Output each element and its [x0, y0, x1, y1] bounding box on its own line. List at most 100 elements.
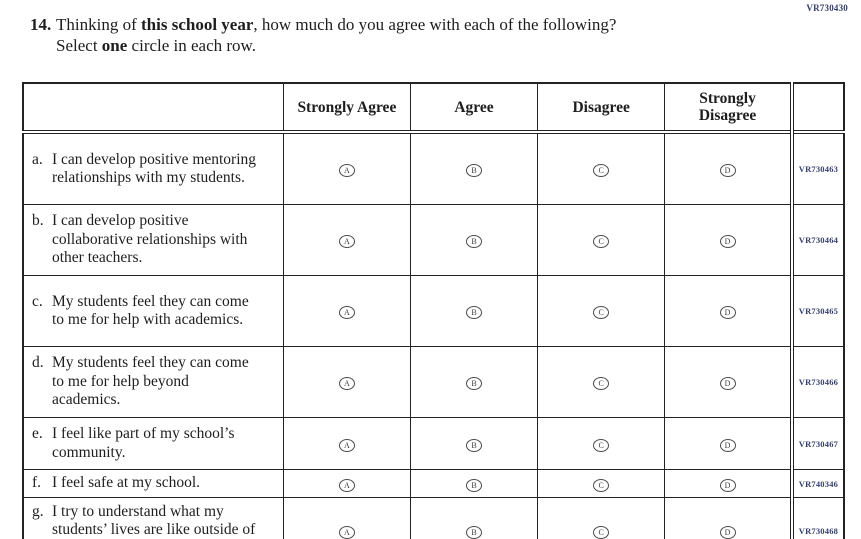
option-cell-agree: B [409, 346, 539, 418]
option-circle-d[interactable]: D [719, 306, 736, 319]
option-cell-disagree: C [537, 497, 666, 539]
option-cell-disagree: C [537, 130, 666, 205]
option-circle-b[interactable]: B [466, 525, 483, 539]
option-circle-a[interactable]: A [338, 438, 355, 452]
code-column-header [789, 82, 845, 133]
question-line-1: Thinking of this school year, how much d… [56, 15, 617, 34]
question-bold-phrase: this school year [141, 15, 254, 34]
column-header-agree: Agree [409, 82, 539, 133]
option-cell-agree: B [409, 469, 539, 498]
table-row-f: f. I feel safe at my school. A B C D VR74… [22, 469, 845, 498]
option-circle-a[interactable]: A [338, 377, 355, 390]
table-row-b: b. I can develop positive collaborative r… [22, 204, 845, 276]
option-circle-d[interactable]: D [719, 235, 736, 248]
row-code: VR730463 [789, 130, 845, 205]
option-circle-d[interactable]: D [719, 377, 736, 390]
option-circle-c[interactable]: C [593, 438, 610, 452]
row-label: d. [32, 354, 44, 372]
option-cell-disagree: C [537, 275, 666, 347]
row-code: VR730465 [789, 275, 845, 347]
option-circle-c[interactable]: C [593, 235, 610, 248]
option-circle-b[interactable]: B [466, 478, 483, 492]
option-cell-agree: B [409, 204, 539, 276]
column-header-strongly-disagree: Strongly Disagree [664, 82, 793, 133]
option-circle-b[interactable]: B [466, 438, 483, 452]
option-circle-d[interactable]: D [719, 525, 736, 539]
column-header-strongly-agree: Strongly Agree [282, 82, 411, 133]
row-statement: I can develop positive collaborative rel… [52, 212, 248, 267]
row-statement: I try to understand what my students’ li… [52, 502, 256, 539]
option-cell-strongly-agree: A [282, 469, 411, 498]
option-circle-b[interactable]: B [466, 164, 483, 177]
form-code: VR730430 [806, 3, 848, 13]
option-cell-strongly-disagree: D [664, 130, 793, 205]
option-cell-strongly-disagree: D [664, 417, 793, 470]
question-number: 14. [30, 15, 52, 34]
option-cell-strongly-agree: A [282, 346, 411, 418]
row-statement: My students feel they can come to me for… [52, 354, 249, 409]
option-circle-c[interactable]: C [593, 525, 610, 539]
table-row-d: d. My students feel they can come to me f… [22, 346, 845, 418]
option-cell-disagree: C [537, 346, 666, 418]
table-row-g: g. I try to understand what my students’ … [22, 497, 845, 539]
option-cell-disagree: C [537, 417, 666, 470]
row-code: VR730467 [789, 417, 845, 470]
option-circle-b[interactable]: B [466, 306, 483, 319]
option-cell-strongly-disagree: D [664, 204, 793, 276]
option-cell-agree: B [409, 417, 539, 470]
question-line-2: Select one circle in each row. [56, 36, 256, 55]
option-circle-d[interactable]: D [719, 164, 736, 177]
option-circle-b[interactable]: B [466, 235, 483, 248]
row-statement: I can develop positive mentoring relatio… [52, 150, 257, 187]
agreement-table: Strongly Agree Agree Disagree Strongly D… [22, 82, 845, 539]
row-label: b. [32, 212, 44, 230]
option-circle-a[interactable]: A [338, 478, 355, 492]
option-circle-c[interactable]: C [593, 306, 610, 319]
option-cell-strongly-disagree: D [664, 346, 793, 418]
row-label: c. [32, 292, 43, 310]
table-row-a: a. I can develop positive mentoring relat… [22, 130, 845, 205]
question-bold-one: one [101, 36, 128, 55]
row-code: VR740346 [789, 469, 845, 498]
option-circle-d[interactable]: D [719, 478, 736, 492]
row-code: VR730468 [789, 497, 845, 539]
option-circle-a[interactable]: A [338, 164, 355, 177]
table-row-c: c. My students feel they can come to me f… [22, 275, 845, 347]
option-circle-a[interactable]: A [338, 525, 355, 539]
option-cell-disagree: C [537, 469, 666, 498]
option-cell-strongly-disagree: D [664, 275, 793, 347]
option-circle-a[interactable]: A [338, 235, 355, 248]
table-row-e: e. I feel like part of my school’s commun… [22, 417, 845, 470]
option-circle-c[interactable]: C [593, 164, 610, 177]
option-cell-strongly-agree: A [282, 204, 411, 276]
option-cell-strongly-agree: A [282, 275, 411, 347]
column-header-disagree: Disagree [537, 82, 666, 133]
row-label: g. [32, 502, 44, 520]
option-circle-c[interactable]: C [593, 478, 610, 492]
option-cell-disagree: C [537, 204, 666, 276]
option-cell-strongly-disagree: D [664, 469, 793, 498]
row-statement: My students feel they can come to me for… [52, 292, 249, 329]
option-circle-b[interactable]: B [466, 377, 483, 390]
option-cell-agree: B [409, 497, 539, 539]
row-label: a. [32, 150, 43, 168]
option-cell-strongly-agree: A [282, 497, 411, 539]
option-cell-strongly-agree: A [282, 130, 411, 205]
row-label: e. [32, 425, 43, 442]
option-cell-agree: B [409, 275, 539, 347]
statement-column-header [22, 82, 284, 133]
row-statement: I feel safe at my school. [52, 474, 201, 492]
header-row: Strongly Agree Agree Disagree Strongly D… [22, 82, 845, 133]
option-circle-a[interactable]: A [338, 306, 355, 319]
option-cell-strongly-agree: A [282, 417, 411, 470]
row-code: VR730466 [789, 346, 845, 418]
question-text: Thinking of this school year, how much d… [56, 14, 831, 56]
row-code: VR730464 [789, 204, 845, 276]
row-label: f. [32, 474, 42, 492]
option-circle-c[interactable]: C [593, 377, 610, 390]
row-statement: I feel like part of my school’s communit… [52, 425, 235, 461]
option-cell-agree: B [409, 130, 539, 205]
option-cell-strongly-disagree: D [664, 497, 793, 539]
option-circle-d[interactable]: D [719, 438, 736, 452]
